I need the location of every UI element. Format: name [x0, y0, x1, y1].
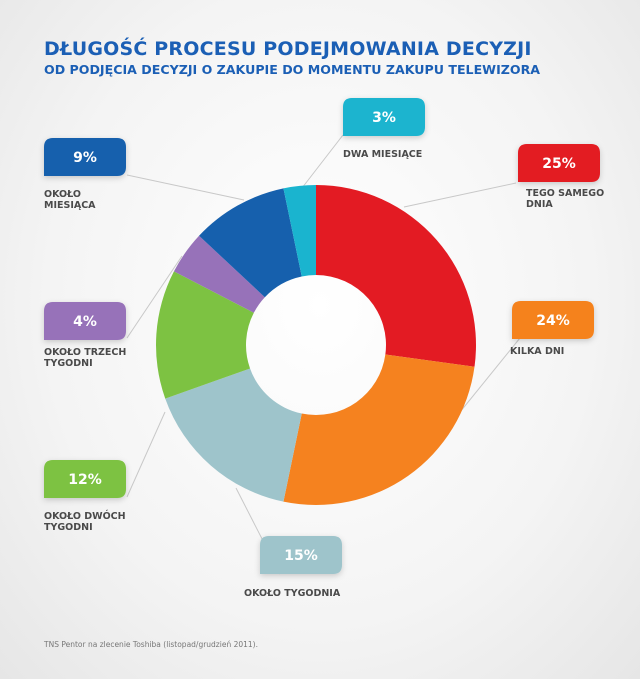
value-label-same-day: 25%	[542, 156, 576, 172]
value-label-few-days: 24%	[536, 313, 570, 329]
callout-box-month	[44, 138, 126, 176]
leader-two-months	[301, 134, 344, 189]
leader-same-day	[403, 182, 517, 208]
callout-box-two-weeks	[44, 460, 126, 498]
leader-month	[126, 174, 245, 201]
category-label-week: OKOŁO TYGODNIA	[244, 588, 341, 599]
value-label-week: 15%	[284, 548, 318, 564]
slice-same-day	[316, 185, 476, 367]
slice-three-weeks	[173, 235, 265, 313]
category-label-two-months: DWA MIESIĄCE	[343, 149, 422, 160]
value-label-month: 9%	[73, 150, 97, 166]
slice-few-days	[283, 354, 475, 505]
category-label-three-weeks: OKOŁO TRZECH TYGODNI	[44, 347, 126, 369]
donut-slices	[155, 185, 476, 505]
callouts: 25% TEGO SAMEGO DNIA 24% KILKA DNI 15% OKOŁO T…	[44, 98, 604, 599]
leader-few-days	[455, 337, 521, 418]
category-label-two-weeks: OKOŁO DWÓCH TYGODNI	[44, 510, 126, 533]
callout-box-two-months	[343, 98, 425, 136]
value-label-two-weeks: 12%	[68, 472, 102, 488]
category-label-few-days: KILKA DNI	[510, 346, 564, 357]
chart-title: DŁUGOŚĆ PROCESU PODEJMOWANIA DECYZJI	[44, 38, 532, 60]
callout-box-same-day	[518, 144, 600, 182]
callout-box-three-weeks	[44, 302, 126, 340]
callout-box-few-days	[512, 301, 594, 339]
source-note: TNS Pentor na zlecenie Toshiba (listopad…	[44, 640, 258, 649]
category-label-month: OKOŁO MIESIĄCA	[44, 189, 96, 211]
slice-two-weeks	[155, 271, 254, 399]
callout-box-week	[260, 536, 342, 574]
slice-month	[199, 188, 302, 298]
leader-two-weeks	[126, 411, 166, 498]
category-label-same-day: TEGO SAMEGO DNIA	[526, 188, 604, 210]
chart-subtitle: OD PODJĘCIA DECYZJI O ZAKUPIE DO MOMENTU…	[44, 62, 541, 77]
value-label-three-weeks: 4%	[73, 314, 97, 330]
value-label-two-months: 3%	[372, 110, 396, 126]
leader-three-weeks	[126, 255, 183, 339]
slice-week	[165, 368, 302, 502]
slice-two-months	[283, 185, 316, 277]
